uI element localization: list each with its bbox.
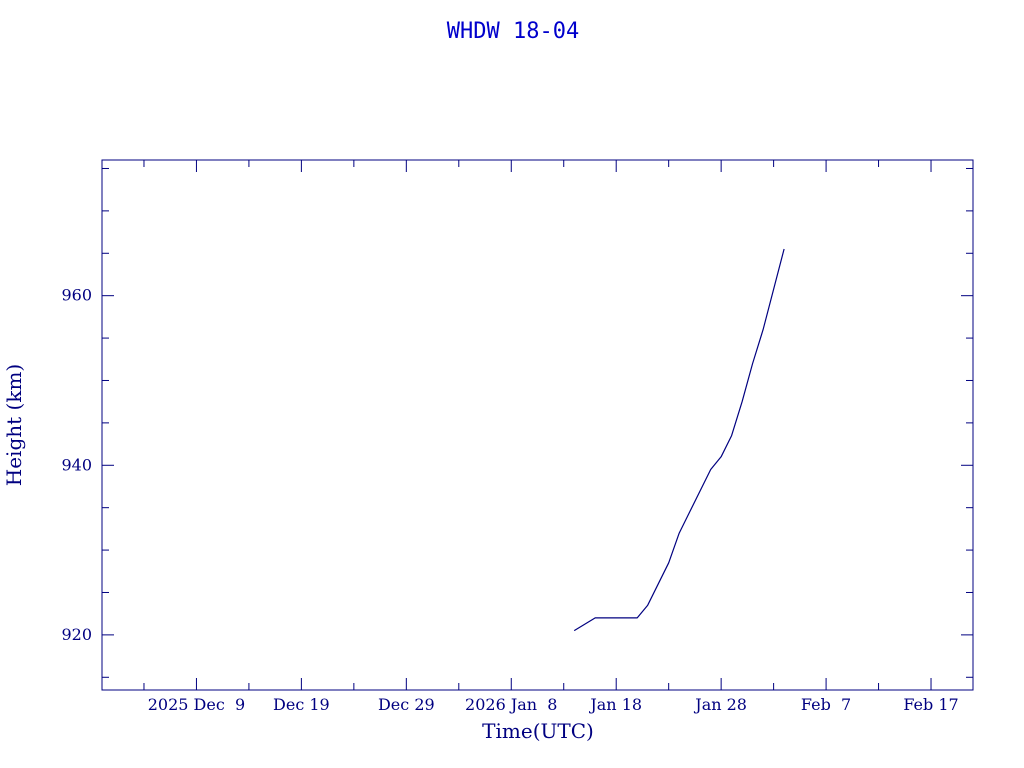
series-line-0 (573, 248, 785, 632)
y-tick-label: 940 (61, 455, 92, 474)
x-tick-label: Jan 28 (693, 695, 747, 714)
y-tick-label: 920 (61, 625, 92, 644)
series-layer (573, 248, 785, 632)
x-tick-label: Feb 17 (903, 695, 958, 714)
x-tick-label: Dec 19 (273, 695, 330, 714)
x-tick-label: 2025 Dec 9 (148, 695, 245, 714)
x-tick-label: Jan 18 (588, 695, 642, 714)
y-axis-label: Height (km) (2, 364, 26, 486)
x-axis-tick-labels: 2025 Dec 9 Dec 19 Dec 29 2026 Jan 8 Jan 18 Ja… (148, 695, 959, 714)
y-axis-tick-labels: 920 940 960 (61, 286, 92, 644)
x-tick-label: Dec 29 (378, 695, 435, 714)
chart-title: WHDW 18-04 (447, 19, 579, 44)
plot-frame (101, 159, 974, 691)
y-tick-label: 960 (61, 286, 92, 305)
x-tick-label: 2026 Jan 8 (465, 695, 557, 714)
x-tick-label: Feb 7 (801, 695, 851, 714)
x-axis-ticks (143, 160, 932, 690)
x-axis-label: Time(UTC) (482, 719, 594, 743)
y-axis-ticks (102, 167, 973, 678)
